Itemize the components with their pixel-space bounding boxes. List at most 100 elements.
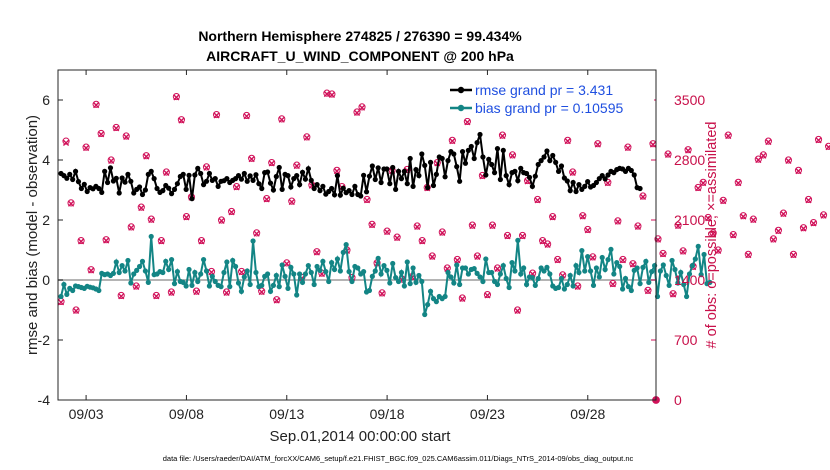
obs-possible-marker bbox=[679, 247, 687, 255]
obs-assimilated-marker bbox=[108, 157, 115, 164]
chart-title: Northern Hemisphere 274825 / 276390 = 99… bbox=[198, 28, 522, 44]
bias-point bbox=[419, 278, 425, 285]
bias-point bbox=[326, 278, 332, 285]
bias-point bbox=[681, 281, 687, 288]
obs-possible-marker bbox=[142, 152, 150, 160]
rmse-point bbox=[631, 172, 637, 178]
rmse-point bbox=[550, 152, 556, 159]
x-axis-label: Sep.01,2014 00:00:00 start bbox=[270, 428, 452, 445]
obs-assimilated-marker bbox=[419, 238, 426, 245]
tick-layer: 09/03 09/08 09/13 09/18 09/23 09/28 -4 -2 0 2 4 6 0 7… bbox=[38, 70, 705, 422]
rmse-point bbox=[139, 191, 146, 198]
obs-possible-marker bbox=[694, 183, 702, 192]
obs-assimilated-marker bbox=[394, 234, 401, 242]
rmse-point bbox=[215, 183, 221, 189]
bias-point bbox=[433, 299, 439, 305]
rmse-point bbox=[285, 173, 291, 179]
rmse-point bbox=[605, 172, 611, 178]
obs-possible-marker bbox=[754, 155, 762, 163]
bias-point bbox=[270, 282, 277, 288]
bias-point bbox=[622, 275, 629, 282]
x-tick-label: 09/13 bbox=[269, 406, 304, 422]
obs-assimilated-marker bbox=[378, 290, 386, 297]
obs-assimilated-marker bbox=[258, 288, 265, 296]
bias-point bbox=[672, 266, 678, 273]
rmse-point bbox=[174, 181, 180, 187]
bias-point bbox=[212, 278, 218, 285]
bias-point bbox=[596, 274, 602, 280]
bias-point bbox=[113, 259, 119, 265]
bias-point bbox=[180, 279, 186, 285]
rmse-point bbox=[378, 179, 384, 186]
obs-assimilated-marker bbox=[720, 198, 727, 205]
bias-point bbox=[116, 269, 122, 276]
rmse-point bbox=[529, 183, 535, 189]
bias-point bbox=[166, 266, 172, 273]
obs-possible-marker bbox=[709, 229, 717, 237]
y-axis-label: rmse and bias (model - observation) bbox=[24, 115, 41, 355]
rmse-point bbox=[160, 188, 166, 194]
obs-possible-marker bbox=[253, 229, 261, 237]
bias-point bbox=[323, 269, 329, 275]
bias-point bbox=[637, 281, 643, 287]
obs-possible-marker bbox=[283, 259, 291, 267]
y-tick-label: -4 bbox=[38, 392, 51, 408]
bias-point bbox=[387, 280, 393, 286]
bias-point bbox=[279, 262, 285, 268]
x-tick-label: 09/08 bbox=[169, 406, 204, 422]
rmse-point bbox=[416, 173, 422, 179]
obs-assimilated-marker bbox=[715, 247, 722, 254]
bias-point bbox=[247, 281, 253, 288]
obs-possible-marker bbox=[202, 163, 211, 171]
bias-point bbox=[407, 281, 413, 287]
bias-point bbox=[70, 287, 76, 294]
bias-point bbox=[657, 268, 664, 274]
rmse-point bbox=[454, 164, 460, 170]
obs-assimilated-marker bbox=[198, 238, 205, 245]
obs-assimilated-marker bbox=[228, 209, 235, 216]
obs-possible-marker bbox=[363, 195, 371, 204]
obs-assimilated-marker bbox=[454, 257, 461, 264]
bias-point bbox=[131, 271, 137, 277]
bias-point bbox=[480, 278, 486, 285]
obs-assimilated-marker bbox=[88, 267, 95, 274]
obs-possible-marker bbox=[669, 290, 677, 298]
obs-assimilated-marker bbox=[534, 197, 541, 204]
rmse-point bbox=[259, 185, 265, 192]
obs-assimilated-marker bbox=[57, 299, 65, 306]
bias-point bbox=[200, 257, 207, 263]
bias-point bbox=[395, 278, 402, 285]
rmse-point bbox=[451, 151, 457, 157]
obs-assimilated-marker bbox=[243, 113, 250, 120]
obs-possible-marker bbox=[268, 158, 276, 167]
obs-assimilated-marker bbox=[178, 117, 185, 124]
rmse-point bbox=[422, 162, 428, 168]
rmse-point bbox=[67, 171, 73, 177]
obs-assimilated-marker bbox=[765, 138, 772, 146]
obs-assimilated-marker bbox=[353, 109, 361, 116]
bias-point bbox=[518, 271, 524, 277]
obs-assimilated-marker bbox=[128, 224, 135, 231]
obs-possible-marker bbox=[704, 213, 712, 222]
legend-rmse-label: rmse grand pr = 3.431 bbox=[475, 82, 613, 98]
bias-point bbox=[250, 238, 256, 244]
bias-point bbox=[422, 311, 428, 318]
bias-point bbox=[139, 258, 146, 264]
rmse-point bbox=[576, 182, 582, 188]
obs-assimilated-marker bbox=[710, 230, 717, 237]
obs-assimilated-marker bbox=[504, 233, 511, 240]
obs-assimilated-marker bbox=[168, 289, 175, 296]
rmse-point bbox=[78, 185, 84, 192]
rmse-point bbox=[512, 168, 518, 174]
obs-assimilated-marker bbox=[519, 233, 526, 240]
rmse-point bbox=[637, 185, 643, 192]
rmse-point bbox=[148, 168, 154, 174]
bias-point bbox=[474, 270, 480, 276]
rmse-point bbox=[265, 169, 271, 175]
obs-assimilated-marker bbox=[469, 222, 476, 230]
bias-point bbox=[218, 284, 224, 290]
bias-point bbox=[265, 271, 271, 277]
bias-point bbox=[267, 288, 274, 294]
obs-possible-marker bbox=[147, 215, 155, 223]
obs-assimilated-marker bbox=[489, 222, 496, 230]
